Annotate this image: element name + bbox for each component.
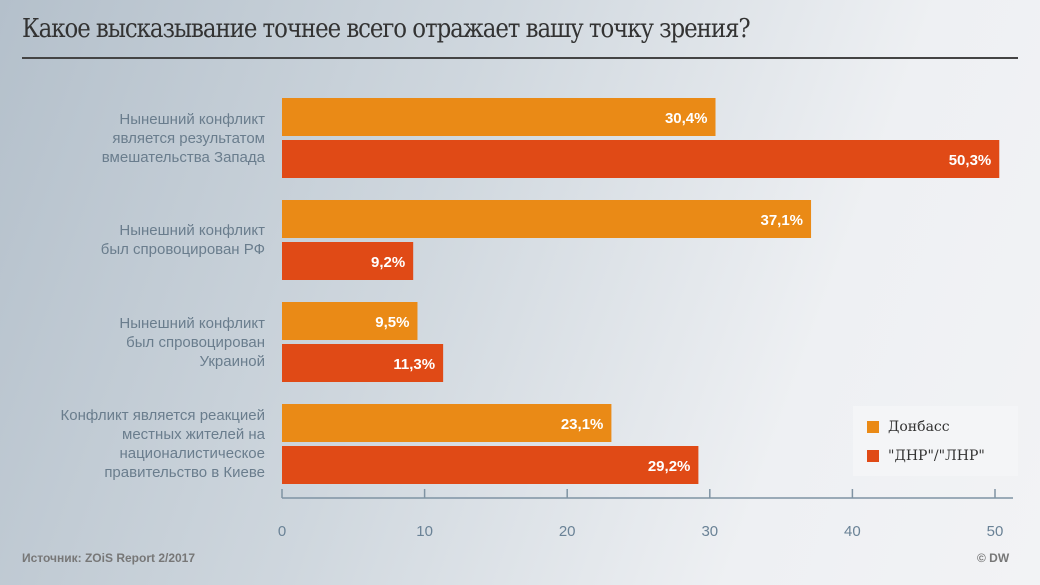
chart-title: Какое высказывание точнее всего отражает… xyxy=(22,14,751,44)
bar xyxy=(282,404,612,442)
x-tick-label: 0 xyxy=(278,523,286,540)
legend-label: Донбасс xyxy=(888,419,950,435)
bar xyxy=(282,446,699,484)
data-label: 23,1% xyxy=(561,416,604,433)
category-label-line: вмешательства Запада xyxy=(101,148,265,166)
bar xyxy=(282,302,418,340)
bar xyxy=(282,200,812,238)
legend-swatch xyxy=(867,450,879,462)
legend-label: "ДНР"/"ЛНР" xyxy=(888,448,985,464)
category-label-line: националистическое xyxy=(119,445,265,462)
x-tick-label: 30 xyxy=(701,523,718,540)
category-label: Нынешний конфликт является результатом вме… xyxy=(102,110,265,167)
legend-item-dnr-lnr: "ДНР"/"ЛНР" xyxy=(867,448,985,464)
category-label-line: был спровоцирован xyxy=(126,333,265,351)
bar xyxy=(282,344,444,382)
x-tick-label: 10 xyxy=(416,523,433,540)
category-label-line: местных жителей на xyxy=(122,426,265,443)
data-label: 50,3% xyxy=(949,152,992,169)
category-label: Нынешний конфликт был спровоцирован РФ xyxy=(101,221,265,259)
category-label-line: был спровоцирован РФ xyxy=(100,241,265,258)
data-label: 30,4% xyxy=(665,110,708,127)
data-label: 29,2% xyxy=(648,458,691,475)
category-label: Нынешний конфликт был спровоцирован Украин… xyxy=(119,314,265,371)
legend: Донбасс "ДНР"/"ЛНР" xyxy=(853,406,1018,476)
category-label-line: является результатом xyxy=(112,129,265,147)
category-label-line: Нынешний конфликт xyxy=(119,314,265,332)
title-rule xyxy=(22,57,1018,59)
category-label-line: Нынешний конфликт xyxy=(119,222,265,239)
category-label: Конфликт является реакцией местных жителе… xyxy=(60,406,265,482)
data-label: 9,5% xyxy=(375,314,409,331)
bar xyxy=(282,140,1000,178)
source-note: Источник: ZOiS Report 2/2017 xyxy=(22,551,196,565)
category-label-line: правительство в Киеве xyxy=(104,464,265,481)
data-label: 37,1% xyxy=(760,212,803,229)
legend-swatch xyxy=(867,421,879,433)
category-label-line: Конфликт является реакцией xyxy=(60,407,265,424)
x-tick-label: 40 xyxy=(844,523,861,540)
legend-item-donbass: Донбасс xyxy=(867,419,950,435)
x-tick-label: 50 xyxy=(987,523,1004,540)
category-label-line: Украиной xyxy=(199,352,266,370)
copyright: © DW xyxy=(977,551,1010,565)
bar xyxy=(282,98,716,136)
x-tick-label: 20 xyxy=(559,523,576,540)
bar xyxy=(282,242,414,280)
data-label: 11,3% xyxy=(393,356,435,373)
category-label-line: Нынешний конфликт xyxy=(119,110,265,128)
data-label: 9,2% xyxy=(371,254,405,271)
